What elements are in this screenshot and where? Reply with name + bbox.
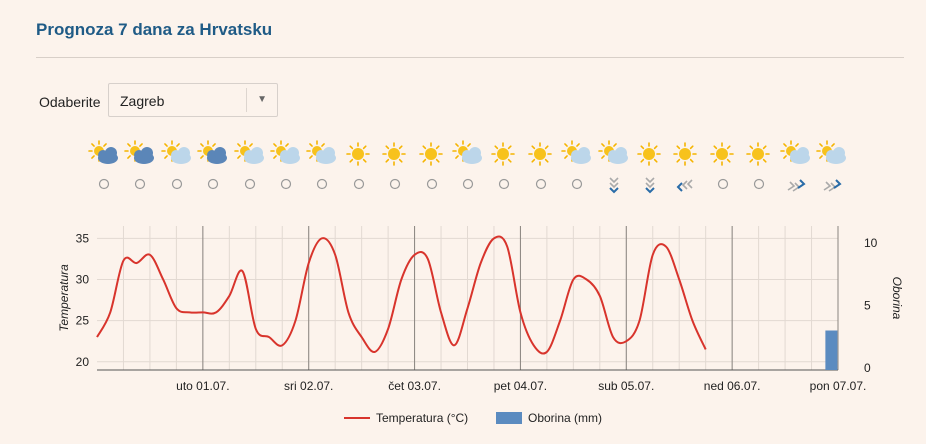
forecast-slot — [304, 138, 340, 202]
select-separator — [246, 88, 247, 112]
x-tick-label: uto 01.07. — [176, 379, 229, 393]
wind-south-icon — [645, 177, 655, 194]
y-left-axis-title: Temperatura — [57, 264, 71, 332]
calm-wind-icon — [390, 178, 401, 190]
calm-wind-icon — [426, 178, 437, 190]
wind-southwest-icon — [676, 179, 693, 192]
legend-temperature-swatch — [344, 417, 370, 419]
wind-south-icon — [608, 177, 619, 194]
forecast-chart: 20 25 30 35 0 5 10 uto 01.07. sri 02.07. čet 03.0… — [57, 226, 904, 393]
y-right-axis-title: Oborina — [890, 277, 904, 320]
forecast-slot — [377, 138, 413, 202]
calm-wind-icon — [98, 178, 110, 190]
sun-icon — [382, 142, 406, 166]
forecast-slot — [341, 138, 377, 202]
wind-northeast-icon — [787, 179, 806, 192]
calm-wind-icon — [244, 178, 255, 190]
sun-cloud-icon — [306, 140, 337, 164]
x-tick-label: pet 04.07. — [494, 379, 547, 393]
sun-cloud-icon — [270, 140, 300, 164]
calm-wind-icon — [317, 178, 328, 190]
wind-northeast-icon — [823, 179, 842, 192]
sun-icon — [673, 142, 698, 166]
sun-cloud-dark-icon — [197, 140, 228, 164]
x-tick-label: sub 05.07. — [598, 379, 654, 393]
title-divider — [36, 57, 904, 58]
y-right-tick-label: 10 — [864, 236, 878, 250]
x-tick-label: pon 07.07. — [810, 379, 867, 393]
forecast-slot — [523, 138, 559, 202]
city-select[interactable]: Zagreb ▼ — [108, 83, 278, 117]
x-tick-label: čet 03.07. — [388, 379, 441, 393]
precipitation-bar — [825, 330, 838, 370]
forecast-slot — [632, 138, 668, 202]
forecast-slot — [814, 138, 850, 202]
sun-cloud-icon — [597, 140, 628, 164]
forecast-slot — [559, 138, 595, 202]
page-title: Prognoza 7 dana za Hrvatsku — [36, 20, 273, 39]
legend-precipitation-label: Oborina (mm) — [528, 411, 603, 425]
calm-wind-icon — [754, 178, 765, 190]
chart-legend: Temperatura (°C) Oborina (mm) — [0, 402, 926, 432]
y-left-tick-label: 25 — [76, 314, 90, 328]
calm-wind-icon — [535, 178, 546, 190]
forecast-slot — [195, 138, 231, 202]
city-select-value: Zagreb — [120, 93, 165, 109]
sun-icon — [527, 142, 552, 166]
y-left-tick-label: 20 — [76, 355, 90, 369]
y-left-tick-label: 35 — [76, 231, 90, 245]
forecast-slot — [122, 138, 158, 202]
city-select-label: Odaberite — [39, 94, 101, 110]
sun-cloud-icon — [233, 140, 264, 164]
sun-cloud-dark-icon — [124, 140, 155, 164]
x-tick-label: sri 02.07. — [284, 379, 333, 393]
legend-item-precipitation[interactable]: Oborina (mm) — [496, 411, 602, 425]
forecast-slot — [159, 138, 195, 202]
sun-cloud-icon — [779, 140, 810, 164]
y-right-tick-label: 5 — [864, 299, 871, 313]
legend-item-temperature[interactable]: Temperatura (°C) — [344, 411, 468, 425]
sun-icon — [709, 142, 734, 166]
forecast-slot — [486, 138, 522, 202]
sun-cloud-icon — [561, 140, 592, 164]
calm-wind-icon — [499, 178, 510, 190]
forecast-slot — [268, 138, 304, 202]
forecast-slot — [414, 138, 450, 202]
forecast-slot — [668, 138, 704, 202]
legend-precipitation-swatch — [496, 412, 522, 424]
calm-wind-icon — [280, 178, 292, 190]
calm-wind-icon — [717, 178, 728, 190]
forecast-slot — [741, 138, 777, 202]
legend-temperature-label: Temperatura (°C) — [376, 411, 469, 425]
y-left-tick-label: 30 — [76, 272, 90, 286]
sun-icon — [637, 142, 661, 166]
sun-icon — [491, 142, 516, 166]
forecast-slot — [778, 138, 814, 202]
x-tick-label: ned 06.07. — [704, 379, 761, 393]
calm-wind-icon — [462, 178, 474, 190]
calm-wind-icon — [353, 178, 364, 190]
y-right-tick-label: 0 — [864, 361, 871, 375]
sun-cloud-dark-icon — [88, 140, 118, 164]
calm-wind-icon — [572, 178, 583, 190]
sun-icon — [345, 142, 370, 166]
forecast-slot — [596, 138, 632, 202]
weather-icon-row — [0, 138, 926, 202]
sun-cloud-icon — [160, 140, 191, 164]
forecast-slot — [705, 138, 741, 202]
sun-icon — [746, 142, 770, 166]
sun-icon — [418, 142, 443, 166]
sun-cloud-icon — [816, 140, 846, 164]
forecast-slot — [232, 138, 268, 202]
temperature-line — [96, 235, 707, 355]
calm-wind-icon — [171, 178, 182, 190]
forecast-slot — [450, 138, 486, 202]
calm-wind-icon — [208, 178, 219, 190]
chevron-down-icon[interactable]: ▼ — [257, 94, 267, 105]
sun-cloud-icon — [452, 140, 482, 164]
forecast-slot — [86, 138, 122, 202]
calm-wind-icon — [135, 178, 146, 190]
